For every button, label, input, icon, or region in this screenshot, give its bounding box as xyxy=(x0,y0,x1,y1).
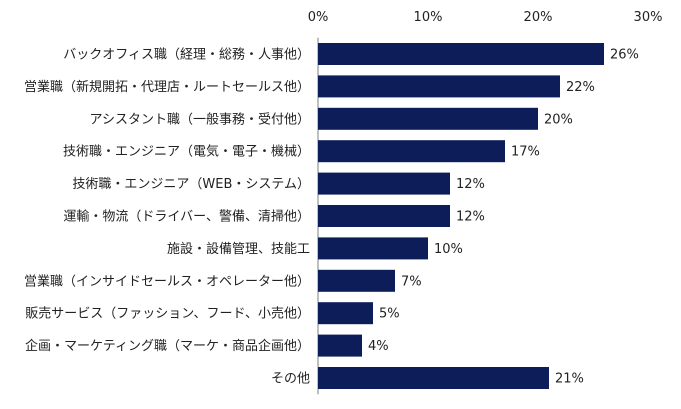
category-label: 施設・設備管理、技能工 xyxy=(167,241,310,257)
value-label: 20% xyxy=(544,112,573,127)
x-tick-label: 20% xyxy=(524,10,553,25)
category-label: 技術職・エンジニア（電気・電子・機械） xyxy=(63,144,310,160)
category-label: 営業職（インサイドセールス・オペレーター他） xyxy=(24,273,310,289)
category-label: その他 xyxy=(271,372,310,387)
bar xyxy=(318,107,538,130)
bar xyxy=(318,75,560,98)
bars xyxy=(318,43,604,389)
value-label: 21% xyxy=(555,372,584,387)
category-label: 運輸・物流（ドライバー、警備、清掃他） xyxy=(63,209,310,225)
category-label: 営業職（新規開拓・代理店・ルートセールス他） xyxy=(24,79,310,95)
value-label: 4% xyxy=(368,339,389,354)
bar xyxy=(318,334,362,357)
x-axis-ticks: 0% 10% 20% 30% xyxy=(308,10,663,25)
bar xyxy=(318,172,450,195)
bar xyxy=(318,302,373,325)
bar xyxy=(318,269,395,292)
bar xyxy=(318,140,505,163)
x-tick-label: 0% xyxy=(308,10,329,25)
x-tick-label: 30% xyxy=(634,10,663,25)
value-label: 22% xyxy=(566,80,595,95)
category-label: アシスタント職（一般事務・受付他） xyxy=(90,111,310,127)
value-label: 12% xyxy=(456,177,485,192)
bar xyxy=(318,237,428,260)
category-labels: バックオフィス職（経理・総務・人事他） 営業職（新規開拓・代理店・ルートセールス他… xyxy=(24,48,310,387)
x-tick-label: 10% xyxy=(414,10,443,25)
value-labels: 26% 22% 20% 17% 12% 12% 10% 7% 5% 4% 21% xyxy=(368,48,639,387)
category-label: バックオフィス職（経理・総務・人事他） xyxy=(63,48,310,63)
category-label: 企画・マーケティング職（マーケ・商品企画他） xyxy=(25,338,310,354)
bar xyxy=(318,367,549,389)
value-label: 12% xyxy=(456,210,485,225)
bar xyxy=(318,43,604,65)
value-label: 5% xyxy=(379,307,400,322)
value-label: 7% xyxy=(401,274,422,289)
bar xyxy=(318,205,450,227)
category-label: 販売サービス（ファッション、フード、小売他） xyxy=(25,306,310,322)
value-label: 26% xyxy=(610,48,639,63)
category-label: 技術職・エンジニア（WEB・システム） xyxy=(72,177,310,192)
value-label: 17% xyxy=(511,145,540,160)
value-label: 10% xyxy=(434,242,463,257)
